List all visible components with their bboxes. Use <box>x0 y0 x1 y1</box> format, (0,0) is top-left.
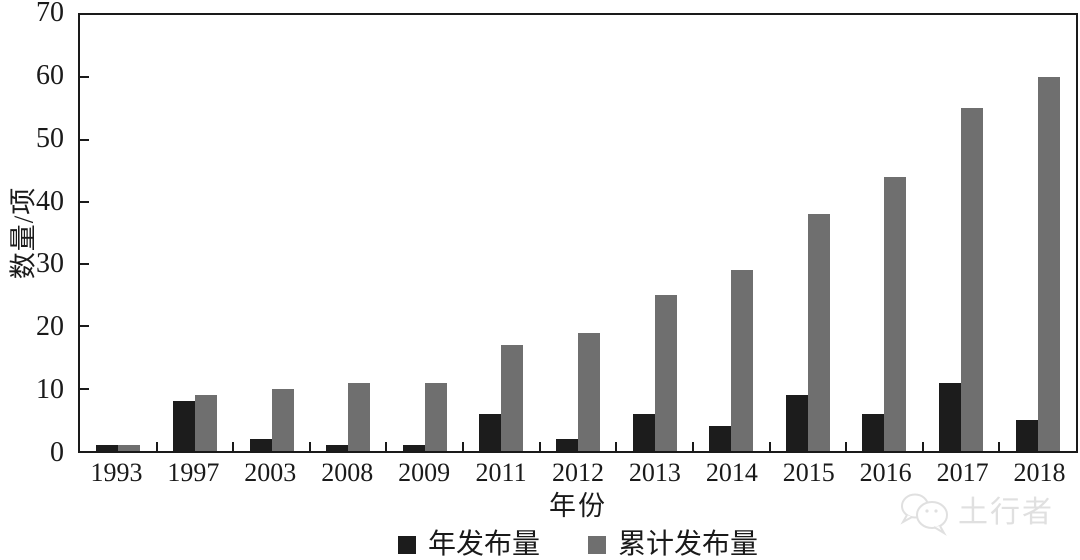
x-axis-tick-mark <box>538 442 541 451</box>
bar-annual-2016 <box>862 413 885 451</box>
category-group-2013 <box>616 15 693 451</box>
category-group-2016 <box>846 15 923 451</box>
x-axis-tick-label-2008: 2008 <box>321 458 374 487</box>
bar-annual-2013 <box>632 413 655 451</box>
x-axis-tick-label-2012: 2012 <box>551 458 604 487</box>
x-axis-tick-mark <box>691 442 694 451</box>
watermark: 土行者 <box>898 490 1054 536</box>
legend-item-annual: 年发布量 <box>397 529 540 560</box>
category-group-2018 <box>999 15 1076 451</box>
bar-cumulative-2008 <box>348 382 371 451</box>
bar-cumulative-2014 <box>731 270 754 451</box>
category-group-2011 <box>463 15 540 451</box>
bar-annual-2018 <box>1015 419 1038 451</box>
x-axis-tick-label-2018: 2018 <box>1013 458 1066 487</box>
x-axis-tick-label-2011: 2011 <box>475 458 527 487</box>
bar-cumulative-2012 <box>577 332 600 451</box>
bar-cumulative-2018 <box>1037 77 1060 451</box>
category-group-2017 <box>923 15 1000 451</box>
plot-area <box>78 13 1078 453</box>
bar-cumulative-2011 <box>501 345 524 451</box>
category-group-2009 <box>386 15 463 451</box>
y-axis-tick-label-40: 40 <box>36 185 64 217</box>
bar-cumulative-2013 <box>654 295 677 451</box>
category-group-1997 <box>157 15 234 451</box>
category-group-2015 <box>769 15 846 451</box>
bar-annual-1997 <box>172 401 195 451</box>
x-axis-tick-mark <box>462 442 465 451</box>
legend-swatch-cumulative <box>588 536 606 554</box>
y-axis-tick-labels: 0 10 20 30 40 50 60 70 <box>0 0 64 467</box>
y-axis-tick-label-60: 60 <box>36 59 64 91</box>
x-axis-tick-label-2015: 2015 <box>782 458 835 487</box>
x-axis-tick-label-2003: 2003 <box>244 458 297 487</box>
bar-cumulative-2009 <box>424 382 447 451</box>
bar-cumulative-2003 <box>271 388 294 451</box>
wechat-icon <box>900 493 948 536</box>
y-axis-tick-mark <box>80 200 89 203</box>
bar-annual-2015 <box>785 394 808 451</box>
legend-label-cumulative: 累计发布量 <box>618 529 759 560</box>
category-group-2014 <box>693 15 770 451</box>
legend-label-annual: 年发布量 <box>427 529 540 560</box>
x-axis-tick-mark <box>921 442 924 451</box>
y-axis-tick-mark <box>80 325 89 328</box>
y-axis-tick-mark <box>80 76 89 79</box>
x-axis-tick-mark <box>232 442 235 451</box>
x-axis-tick-mark <box>155 442 158 451</box>
x-axis-tick-label-2014: 2014 <box>705 458 758 487</box>
y-axis-tick-label-0: 0 <box>50 437 64 468</box>
x-axis-tick-label-2013: 2013 <box>628 458 681 487</box>
x-axis-tick-mark <box>308 442 311 451</box>
category-group-2008 <box>310 15 387 451</box>
x-axis-tick-mark <box>615 442 618 451</box>
category-group-2012 <box>540 15 617 451</box>
x-axis-tick-labels: 1993 1997 2003 2008 2009 2011 2012 2013 2014 2015… <box>78 460 1078 486</box>
category-group-1993 <box>80 15 157 451</box>
x-axis-title: 年份 <box>549 491 607 521</box>
bar-cumulative-1997 <box>194 394 217 451</box>
x-axis-tick-label-1997: 1997 <box>167 458 220 487</box>
x-axis-tick-label-2009: 2009 <box>398 458 451 487</box>
y-axis-tick-label-30: 30 <box>36 248 64 280</box>
watermark-text: 土行者 <box>958 496 1054 529</box>
bars-container <box>80 15 1076 451</box>
y-axis-tick-label-70: 70 <box>36 0 64 28</box>
x-axis-tick-mark <box>845 442 848 451</box>
bar-cumulative-2015 <box>807 214 830 451</box>
bar-annual-2003 <box>249 438 272 451</box>
y-axis-tick-label-10: 10 <box>36 374 64 406</box>
x-axis-tick-mark <box>385 442 388 451</box>
bar-annual-2017 <box>939 382 961 451</box>
bar-annual-1993 <box>96 444 119 451</box>
legend-swatch-annual <box>397 536 416 554</box>
x-axis-tick-label-2017: 2017 <box>936 458 989 487</box>
y-axis-tick-mark <box>80 138 89 141</box>
y-axis-tick-label-20: 20 <box>36 311 64 343</box>
x-axis-tick-mark <box>998 442 1001 451</box>
y-axis-tick-label-50: 50 <box>36 122 64 154</box>
x-axis-tick-label-1993: 1993 <box>90 458 143 487</box>
bar-annual-2011 <box>479 413 502 451</box>
bar-cumulative-2016 <box>884 176 907 451</box>
x-axis-tick-label-2016: 2016 <box>859 458 912 487</box>
y-axis-tick-mark <box>80 387 89 390</box>
bar-cumulative-1993 <box>118 444 141 451</box>
bar-annual-2008 <box>326 444 349 451</box>
bar-annual-2009 <box>402 444 425 451</box>
bar-cumulative-2017 <box>961 108 983 451</box>
y-axis-tick-mark <box>80 263 89 266</box>
bar-annual-2012 <box>555 438 578 451</box>
bar-annual-2014 <box>709 426 732 451</box>
x-axis-tick-mark <box>768 442 771 451</box>
legend: 年发布量 累计发布量 <box>78 531 1078 559</box>
category-group-2003 <box>233 15 310 451</box>
legend-item-cumulative: 累计发布量 <box>588 531 758 559</box>
